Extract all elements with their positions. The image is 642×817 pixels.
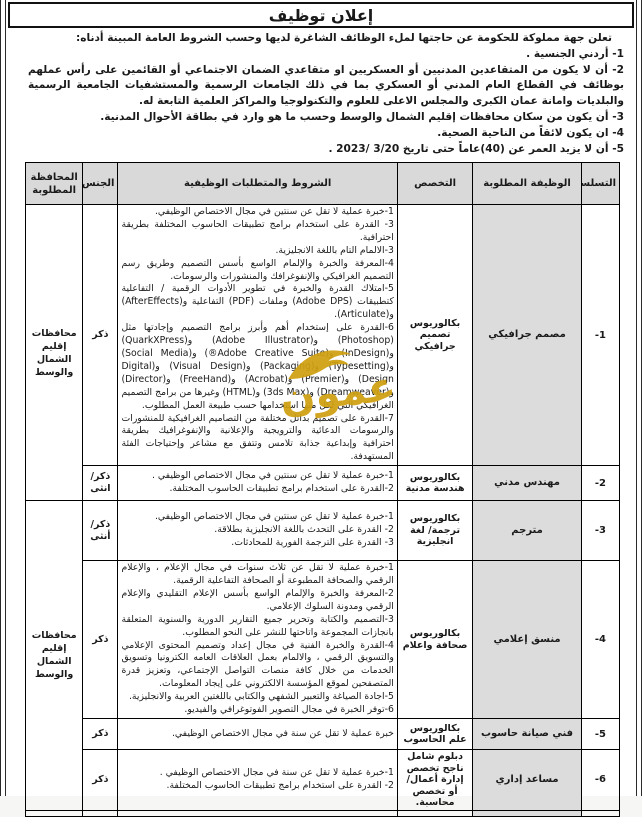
header-job: الوظيفة المطلوبة xyxy=(472,162,582,205)
table-row-partial xyxy=(24,809,621,816)
cell-job-1: مصمم جرافيكي xyxy=(472,203,582,467)
cell-requirements-4: 1-خبرة عملية لا تقل عن ثلاث سنوات في مجا… xyxy=(117,560,398,719)
cell-specialization-5: بكالوريوس علم الحاسوب xyxy=(396,718,474,750)
requirement-item: 2-القدرة على استخدام برامج تطبيقات الحاس… xyxy=(169,483,394,495)
header-serial: التسلسل xyxy=(580,162,621,205)
cell-gender-1: ذكر xyxy=(82,203,119,467)
table-row: 2- مهندس مدني بكالوريوس هندسة مدنية 1-خب… xyxy=(26,465,621,502)
cell-specialization-6: دبلوم شامل ناجح تخصص إدارة أعمال/ أو تخص… xyxy=(396,749,474,811)
requirement-item: خبرة عملية لا تقل عن سنة في مجال الاختصا… xyxy=(171,727,394,739)
cell-gender-5: ذكر xyxy=(82,718,119,750)
requirement-item: 1-خبرة عملية لا تقل عن ثلاث سنوات في مجا… xyxy=(121,562,394,587)
cell-gender-6: ذكر xyxy=(82,749,119,811)
partial-cell xyxy=(24,809,84,816)
cell-specialization-3: بكالوريوس ترجمة/ لغة انجليزية xyxy=(396,500,474,562)
requirement-item: 5-اجادة الصياغة والتعبير الشفهي والكتابي… xyxy=(128,691,394,703)
requirement-item: 3- القدرة على استخدام برامج تطبيقات الحا… xyxy=(121,218,394,243)
jobs-table: التسلسل الوظيفة المطلوبة التخصص الشروط و… xyxy=(24,162,621,817)
requirement-item: 1-خبرة عملية لا تقل عن سنتين في مجال الا… xyxy=(154,206,394,217)
table-row: 6- مساعد إداري دبلوم شامل ناجح تخصص إدار… xyxy=(26,749,621,811)
page-title: إعلان توظيف xyxy=(268,5,374,25)
document-content: إعلان توظيف تعلن جهة مملوكة للحكومة عن ح… xyxy=(8,2,634,817)
table-row: 3- مترجم بكالوريوس ترجمة/ لغة انجليزية 1… xyxy=(24,500,621,811)
cell-requirements-3: 1-خبرة عملية لا تقل عن سنتين في مجال الا… xyxy=(117,500,398,562)
condition-item-4: 4- ان يكون لائقاً من الناحية الصحية. xyxy=(437,126,624,139)
condition-item-1: 1- أردني الجنسية . xyxy=(526,47,624,60)
requirement-item: 6-القدرة على إستخدام أهم وأبرز برامج الت… xyxy=(121,322,394,411)
condition-item-5: 5- أن لا يزيد العمر عن (40)عاماً حتى تار… xyxy=(328,142,624,155)
requirement-item: 3-الالمام التام باللغة الانجليزية. xyxy=(275,244,394,256)
cell-gender-4: ذكر xyxy=(82,560,119,719)
cell-specialization-1: بكالوريوس تصميم جرافيكي xyxy=(396,203,474,467)
table-header-row: التسلسل الوظيفة المطلوبة التخصص الشروط و… xyxy=(24,162,621,205)
condition-item-3: 3- أن يكون من سكان محافظات إقليم الشمال … xyxy=(100,110,624,123)
requirement-item: 2- القدرة على التحدث باللغة الانجليزية ب… xyxy=(214,524,394,536)
requirement-item: 7-القدرة على تصميم بدائل مختلفة من التصا… xyxy=(121,412,394,463)
cell-serial-4: 4- xyxy=(580,560,621,719)
partial-cell xyxy=(472,809,582,816)
cell-serial-1: 1- xyxy=(580,203,621,467)
intro-section: تعلن جهة مملوكة للحكومة عن حاجتها لملء ا… xyxy=(8,28,634,161)
requirement-item: 1-خبرة عملية لا تقل عن سنة في مجال الاخت… xyxy=(159,766,394,778)
cell-serial-3: 3- xyxy=(580,500,621,562)
requirement-item: 4-المعرفة والخبرة والإلمام الواسع بأسس ا… xyxy=(121,257,394,282)
cell-governorate-north-central-1: محافظات إقليم الشمال والوسط xyxy=(24,203,84,502)
cell-job-2: مهندس مدني xyxy=(472,465,582,502)
header-requirements: الشروط والمتطلبات الوظيفية xyxy=(117,162,398,205)
requirement-item: 1-خبرة عملية لا تقل عن سنتين في مجال الا… xyxy=(152,470,394,482)
cell-requirements-6: 1-خبرة عملية لا تقل عن سنة في مجال الاخت… xyxy=(117,749,398,811)
table-row: 1- مصمم جرافيكي بكالوريوس تصميم جرافيكي … xyxy=(24,203,621,502)
cell-job-3: مترجم xyxy=(472,500,582,562)
intro-lead: تعلن جهة مملوكة للحكومة عن حاجتها لملء ا… xyxy=(76,32,612,44)
requirement-item: 3- القدرة على الترجمة الفورية للمحادثات. xyxy=(231,537,394,549)
cell-serial-6: 6- xyxy=(580,749,621,811)
requirement-item: 5-امتلاك القدرة والخبرة في تطوير الأدوات… xyxy=(121,283,394,321)
requirement-item: 6-توفر الخبرة في مجال التصوير الفوتوغراف… xyxy=(184,704,394,716)
header-gender: الجنس xyxy=(82,162,119,205)
requirement-item: 2- القدرة على استخدام برامج تطبيقات الحا… xyxy=(166,779,394,791)
requirement-item: 4-القدرة والخبرة الفنية في مجال إعداد وت… xyxy=(121,639,394,690)
cell-specialization-4: بكالوريوس صحافة واعلام xyxy=(396,560,474,719)
cell-requirements-5: خبرة عملية لا تقل عن سنة في مجال الاختصا… xyxy=(117,718,398,750)
partial-cell xyxy=(82,809,119,816)
requirement-item: 3-التصميم والكتابة وتحرير جميع التقارير … xyxy=(121,613,394,638)
partial-cell xyxy=(117,809,398,816)
cell-job-6: مساعد إداري xyxy=(472,749,582,811)
cell-governorate-north-central-2: محافظات إقليم الشمال والوسط xyxy=(24,500,84,811)
requirement-item: 2-المعرفة والخبرة والإلمام الواسع بأسس ا… xyxy=(121,587,394,612)
condition-item-2: 2- أن لا يكون من المتقاعدين المدنيين أو … xyxy=(28,63,624,108)
cell-specialization-2: بكالوريوس هندسة مدنية xyxy=(396,465,474,502)
table-row: 5- فني صيانة حاسوب بكالوريوس علم الحاسوب… xyxy=(26,718,621,750)
cell-gender-2: ذكر/ انثى xyxy=(82,465,119,502)
requirement-item: 1-خبرة عملية لا تقل عن سنتين في مجال الا… xyxy=(154,511,394,523)
cell-job-5: فني صيانة حاسوب xyxy=(472,718,582,750)
page-frame-inner-line xyxy=(5,0,637,796)
announcement-title-box: إعلان توظيف xyxy=(8,2,634,28)
partial-cell xyxy=(396,809,474,816)
cell-job-4: منسق إعلامي xyxy=(472,560,582,719)
cell-requirements-2: 1-خبرة عملية لا تقل عن سنتين في مجال الا… xyxy=(117,465,398,502)
cell-serial-5: 5- xyxy=(580,718,621,750)
header-specialization: التخصص xyxy=(396,162,474,205)
header-governorate: المحافظة المطلوبة xyxy=(24,162,84,205)
cell-requirements-1: 1-خبرة عملية لا تقل عن سنتين في مجال الا… xyxy=(117,203,398,467)
table-row: 4- منسق إعلامي بكالوريوس صحافة واعلام 1-… xyxy=(26,560,621,719)
partial-cell xyxy=(580,809,621,816)
cell-gender-3: ذكر/ أنثى xyxy=(82,500,119,562)
cell-serial-2: 2- xyxy=(580,465,621,502)
